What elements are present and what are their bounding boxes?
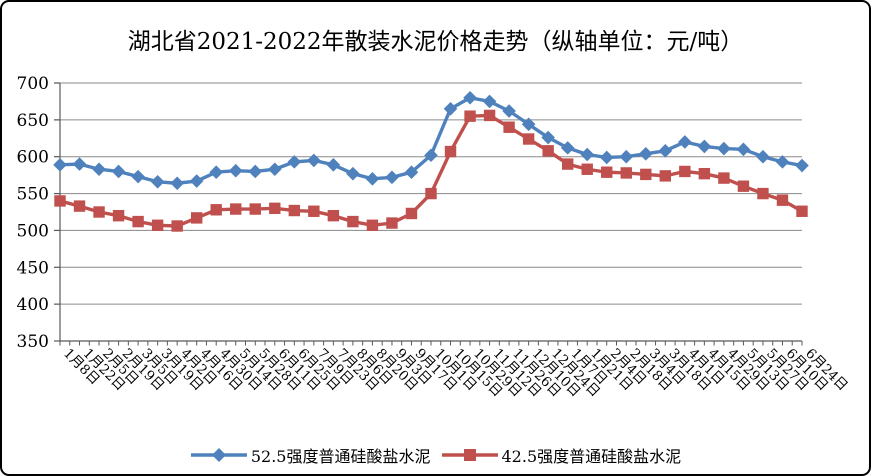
legend-label-52-5: 52.5强度普通硅酸盐水泥 <box>250 447 431 466</box>
data-point-marker <box>776 194 789 206</box>
chart-legend: 52.5强度普通硅酸盐水泥 42.5强度普通硅酸盐水泥 <box>2 443 869 467</box>
data-point-marker <box>288 204 301 217</box>
data-point-marker <box>111 164 126 179</box>
data-point-marker <box>171 220 183 232</box>
data-point-marker <box>482 94 497 109</box>
data-point-marker <box>658 144 673 158</box>
data-point-marker <box>209 165 224 179</box>
data-point-marker <box>443 102 458 116</box>
data-point-marker <box>678 135 692 149</box>
data-point-marker <box>151 219 164 231</box>
legend-item-42-5: 42.5强度普通硅酸盐水泥 <box>441 443 682 467</box>
data-point-marker <box>796 205 808 217</box>
data-point-marker <box>775 155 790 169</box>
data-point-marker <box>73 200 86 212</box>
data-point-marker <box>327 209 340 222</box>
y-axis-label: 400 <box>17 295 49 315</box>
data-point-marker <box>425 187 437 200</box>
data-point-marker <box>112 209 125 222</box>
data-point-marker <box>640 168 652 181</box>
data-point-marker <box>248 164 263 179</box>
data-point-marker <box>737 180 750 192</box>
series-line-1 <box>59 113 803 228</box>
data-point-marker <box>92 162 106 177</box>
data-point-marker <box>580 147 595 162</box>
data-point-marker <box>366 219 379 231</box>
data-point-marker <box>365 172 380 186</box>
data-point-marker <box>502 104 516 118</box>
data-point-marker <box>72 157 87 171</box>
data-point-marker <box>210 204 222 216</box>
data-point-marker <box>346 166 360 181</box>
data-point-marker <box>132 215 144 228</box>
data-point-marker <box>718 172 730 184</box>
data-point-marker <box>54 195 66 207</box>
data-point-marker <box>601 166 613 178</box>
data-point-marker <box>189 174 204 188</box>
data-point-marker <box>679 165 691 178</box>
data-point-marker <box>756 149 770 164</box>
data-point-marker <box>287 155 302 169</box>
data-point-marker <box>561 158 574 170</box>
chart-title: 湖北省2021-2022年散装水泥价格走势（纵轴单位：元/吨） <box>127 29 744 55</box>
y-axis-label: 550 <box>17 185 49 205</box>
data-point-marker <box>581 163 593 175</box>
data-point-marker <box>326 158 341 172</box>
data-point-marker <box>522 133 535 145</box>
data-point-marker <box>386 217 398 229</box>
data-point-marker <box>619 149 634 164</box>
data-point-marker <box>638 146 653 161</box>
data-point-marker <box>405 207 418 220</box>
data-point-marker <box>697 139 712 154</box>
data-point-marker <box>717 141 731 156</box>
data-point-marker <box>424 148 438 163</box>
data-point-marker <box>503 121 515 133</box>
data-point-marker <box>463 90 477 105</box>
data-point-marker <box>757 187 769 200</box>
y-axis-label: 500 <box>17 221 49 241</box>
data-point-marker <box>53 158 67 172</box>
data-point-marker <box>542 145 554 157</box>
y-axis-label: 350 <box>17 332 49 352</box>
y-axis-label: 650 <box>17 111 49 131</box>
data-point-marker <box>228 163 243 178</box>
data-point-marker <box>308 205 320 217</box>
data-point-marker <box>698 167 711 180</box>
data-point-marker <box>307 153 321 168</box>
data-point-marker <box>190 212 203 224</box>
data-point-marker <box>560 141 575 155</box>
data-point-marker <box>736 142 751 157</box>
data-point-marker <box>444 145 457 158</box>
data-point-marker <box>93 206 105 218</box>
data-point-marker <box>541 130 555 145</box>
data-point-marker <box>795 158 809 173</box>
data-point-marker <box>267 162 282 177</box>
data-point-marker <box>659 170 672 182</box>
data-point-marker <box>150 174 165 189</box>
data-point-marker <box>404 165 419 179</box>
data-point-marker <box>521 117 536 132</box>
y-axis-label: 600 <box>17 148 49 168</box>
data-point-marker <box>131 169 145 184</box>
data-point-marker <box>249 203 261 215</box>
data-point-marker <box>464 110 476 122</box>
data-point-marker <box>347 215 359 228</box>
data-point-marker <box>269 202 281 215</box>
line-diamond-marker-icon <box>190 448 247 462</box>
data-point-marker <box>599 150 614 165</box>
line-square-marker-icon <box>441 449 498 461</box>
data-point-marker <box>230 203 242 215</box>
data-point-marker <box>483 109 496 122</box>
legend-item-52-5: 52.5强度普通硅酸盐水泥 <box>190 443 431 467</box>
legend-label-42-5: 42.5强度普通硅酸盐水泥 <box>501 447 682 466</box>
data-point-marker <box>385 170 399 185</box>
data-point-marker <box>170 176 184 191</box>
y-axis-label: 700 <box>17 74 49 94</box>
data-point-marker <box>620 167 632 179</box>
y-axis-label: 450 <box>17 258 49 278</box>
